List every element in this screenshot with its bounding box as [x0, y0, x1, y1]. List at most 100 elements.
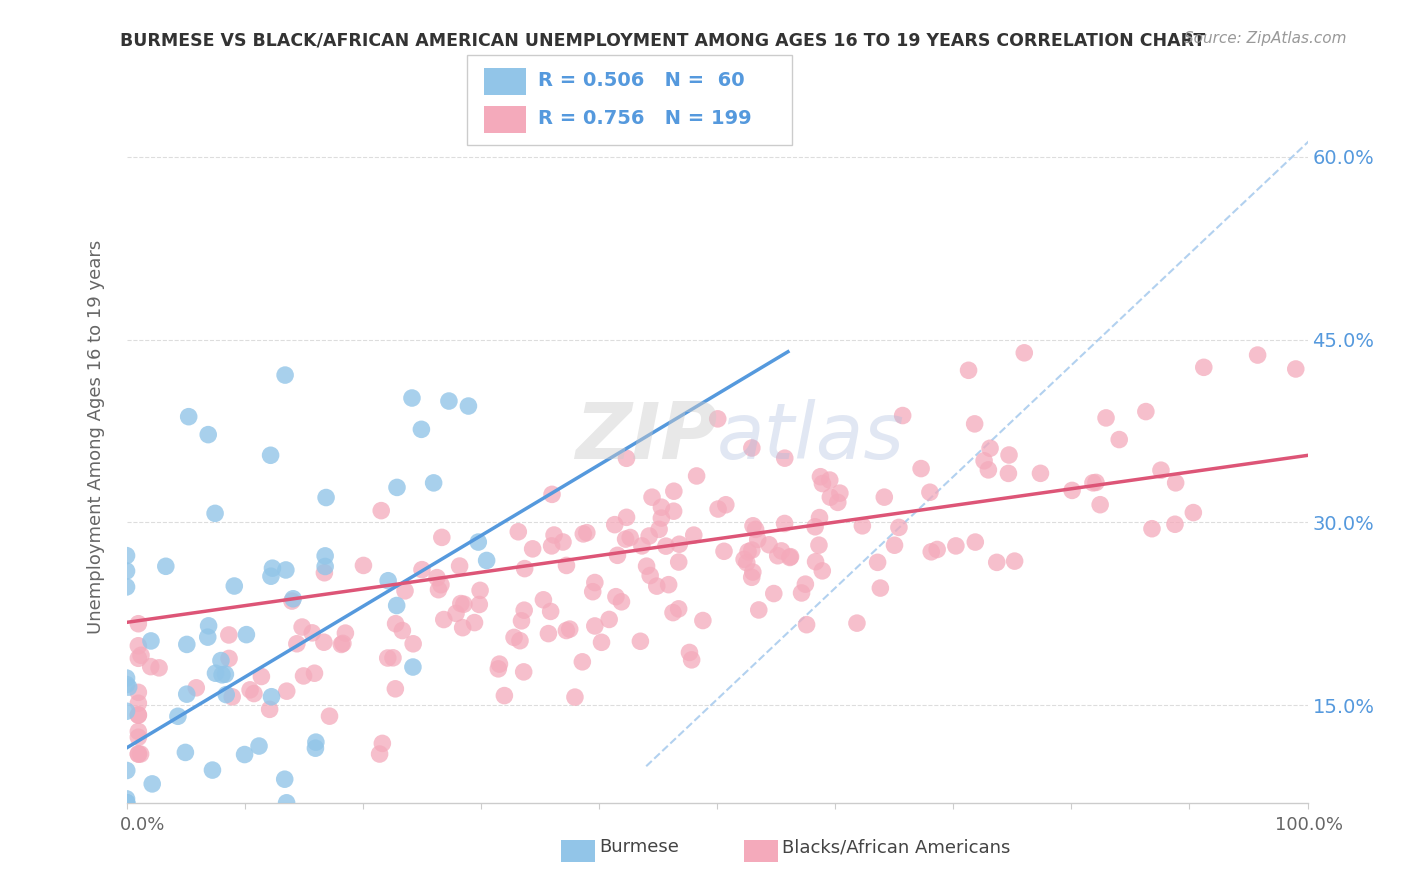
- Point: [714, 498, 737, 512]
- Point: [259, 702, 281, 716]
- Point: [873, 490, 896, 504]
- Point: [177, 409, 200, 424]
- Point: [1192, 360, 1215, 375]
- Point: [401, 391, 423, 405]
- Point: [488, 657, 510, 672]
- Point: [127, 747, 149, 761]
- Point: [638, 529, 661, 543]
- Point: [1285, 362, 1308, 376]
- Point: [564, 690, 586, 705]
- Point: [215, 688, 238, 702]
- Point: [810, 469, 832, 483]
- Text: 0.0%: 0.0%: [120, 816, 165, 834]
- Point: [509, 633, 531, 648]
- Point: [127, 696, 149, 710]
- Point: [115, 671, 138, 685]
- Point: [176, 637, 198, 651]
- Point: [979, 442, 1001, 456]
- Point: [453, 597, 475, 611]
- Point: [742, 518, 765, 533]
- Point: [402, 637, 425, 651]
- Text: atlas: atlas: [717, 399, 905, 475]
- Point: [250, 669, 273, 683]
- Point: [1135, 404, 1157, 418]
- Point: [486, 662, 509, 676]
- Point: [211, 668, 233, 682]
- Point: [543, 528, 565, 542]
- Point: [450, 597, 472, 611]
- Point: [920, 545, 942, 559]
- Point: [221, 690, 243, 704]
- Point: [444, 607, 467, 621]
- Point: [605, 590, 627, 604]
- Point: [610, 595, 633, 609]
- Point: [616, 510, 638, 524]
- Point: [692, 614, 714, 628]
- Point: [186, 681, 208, 695]
- Point: [377, 574, 399, 588]
- Point: [127, 708, 149, 723]
- Text: 100.0%: 100.0%: [1275, 816, 1343, 834]
- Point: [292, 669, 315, 683]
- Point: [818, 473, 841, 487]
- Point: [572, 527, 595, 541]
- Point: [411, 563, 433, 577]
- Point: [598, 612, 620, 626]
- Point: [779, 549, 801, 564]
- Point: [655, 539, 678, 553]
- Point: [235, 627, 257, 641]
- Point: [457, 399, 479, 413]
- Point: [371, 736, 394, 750]
- Point: [794, 577, 817, 591]
- Point: [115, 549, 138, 563]
- Point: [555, 624, 578, 638]
- Point: [1081, 475, 1104, 490]
- Point: [204, 507, 226, 521]
- Point: [748, 603, 770, 617]
- Point: [468, 583, 491, 598]
- Point: [537, 626, 560, 640]
- Point: [304, 741, 326, 756]
- Point: [411, 422, 433, 436]
- Point: [276, 796, 298, 810]
- Point: [582, 584, 605, 599]
- Point: [737, 544, 759, 558]
- Point: [370, 503, 392, 517]
- Point: [866, 555, 889, 569]
- Text: Blacks/African Americans: Blacks/African Americans: [782, 838, 1010, 856]
- Point: [127, 651, 149, 665]
- Point: [1246, 348, 1268, 362]
- Point: [377, 651, 399, 665]
- Point: [385, 599, 408, 613]
- Point: [827, 495, 849, 509]
- Point: [713, 544, 735, 558]
- Point: [330, 637, 353, 651]
- Point: [1150, 463, 1173, 477]
- Point: [127, 708, 149, 723]
- Point: [668, 602, 690, 616]
- Point: [335, 626, 357, 640]
- Point: [1108, 433, 1130, 447]
- Point: [426, 571, 449, 585]
- Text: R = 0.756   N = 199: R = 0.756 N = 199: [538, 109, 752, 128]
- Point: [851, 518, 873, 533]
- Point: [127, 685, 149, 699]
- Point: [305, 735, 328, 749]
- Text: Source: ZipAtlas.com: Source: ZipAtlas.com: [1184, 31, 1347, 46]
- Point: [468, 598, 491, 612]
- Point: [1004, 554, 1026, 568]
- Point: [129, 648, 152, 663]
- Point: [662, 606, 685, 620]
- Point: [467, 535, 489, 549]
- Point: [606, 549, 628, 563]
- Point: [384, 616, 406, 631]
- Point: [239, 682, 262, 697]
- Point: [127, 616, 149, 631]
- Point: [762, 586, 785, 600]
- Text: ZIP: ZIP: [575, 399, 717, 475]
- Point: [276, 684, 298, 698]
- Point: [773, 451, 796, 466]
- Point: [167, 709, 190, 723]
- Point: [551, 535, 574, 549]
- Point: [631, 539, 654, 553]
